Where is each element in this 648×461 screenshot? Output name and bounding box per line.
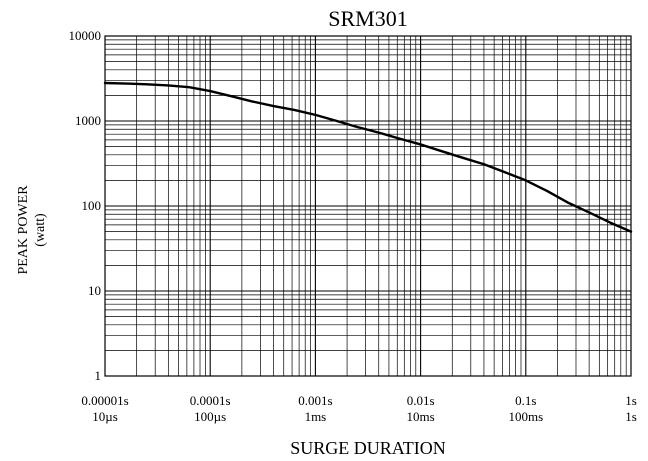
x-tick-label: 1s (625, 393, 637, 408)
x-tick-label: 0.01s (407, 393, 435, 408)
x-tick-sublabel: 1s (625, 409, 637, 424)
x-tick-sublabel: 100ms (508, 409, 543, 424)
y-tick-label: 1000 (75, 113, 101, 128)
x-tick-sublabel: 10ms (407, 409, 435, 424)
chart-title: SRM301 (328, 6, 407, 31)
x-tick-label: 0.1s (515, 393, 536, 408)
y-tick-label: 10 (88, 283, 101, 298)
x-tick-sublabel: 10µs (92, 409, 118, 424)
series-layer (103, 81, 633, 233)
x-tick-sublabel: 100µs (194, 409, 226, 424)
x-tick-label: 0.001s (298, 393, 332, 408)
series-line-0 (103, 81, 633, 233)
x-tick-label: 0.0001s (190, 393, 231, 408)
y-tick-label: 100 (82, 198, 102, 213)
y-tick-label: 1 (95, 368, 102, 383)
y-axis-label-line-1: PEAK POWER (16, 185, 31, 275)
y-axis-label-line-2: (watt) (33, 213, 48, 247)
plot-frame (104, 35, 632, 377)
x-axis-label: SURGE DURATION (290, 438, 446, 458)
x-tick-label: 0.00001s (81, 393, 128, 408)
x-tick-sublabel: 1ms (305, 409, 327, 424)
grid (105, 36, 631, 376)
y-axis-label-group: PEAK POWER (watt) (16, 185, 48, 275)
y-tick-label: 10000 (69, 28, 102, 43)
